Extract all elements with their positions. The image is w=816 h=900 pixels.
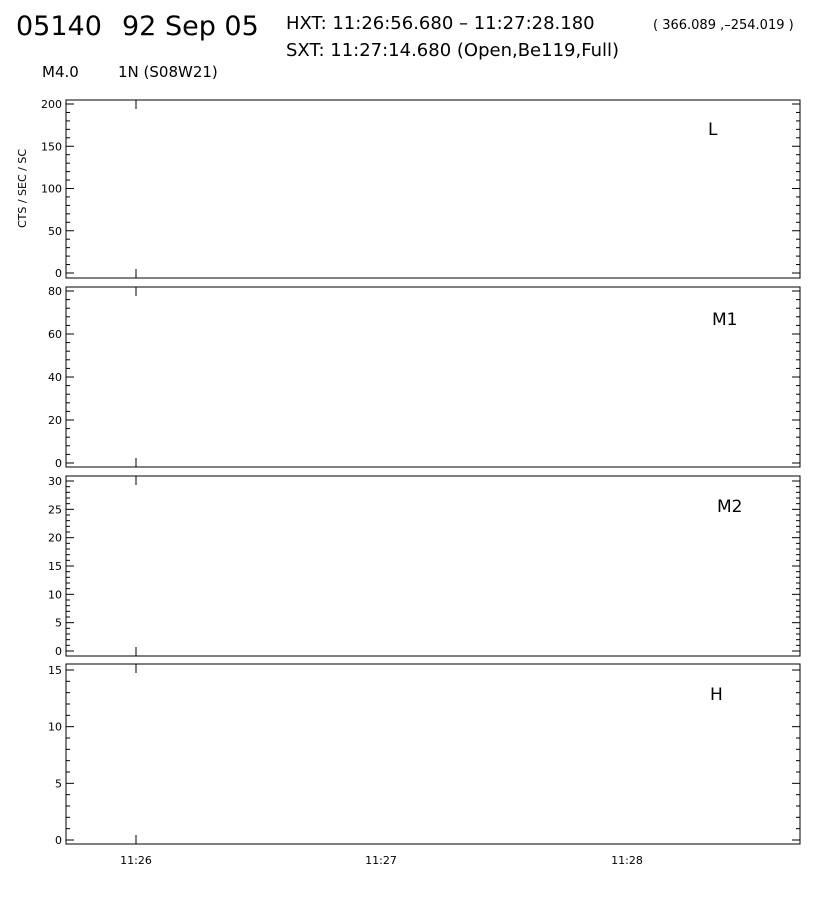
y-tick-label: 50 <box>48 225 62 238</box>
y-axis-label: CTS / SEC / SC <box>16 149 29 228</box>
flare-location: 1N (S08W21) <box>118 63 218 81</box>
channel-label: M2 <box>717 497 742 517</box>
y-tick-label: 150 <box>41 140 62 153</box>
panel-frame <box>65 475 801 657</box>
y-tick-label: 0 <box>55 834 62 847</box>
goes-class: M4.0 <box>42 63 79 81</box>
y-tick-label: 10 <box>48 588 62 601</box>
hxt-coordinates: ( 366.089 ,–254.019 ) <box>653 18 794 33</box>
y-tick-label: 10 <box>48 721 62 734</box>
y-tick-label: 60 <box>48 328 62 341</box>
x-tick-label: 11:26 <box>120 854 152 867</box>
hxt-time-range: HXT: 11:26:56.680 – 11:27:28.180 <box>286 13 595 34</box>
x-tick-label: 11:28 <box>611 854 643 867</box>
panel-frame <box>65 99 801 279</box>
y-tick-label: 100 <box>41 183 62 196</box>
y-tick-label: 15 <box>48 664 62 677</box>
observation-date: 92 Sep 05 <box>122 11 259 42</box>
panel-frame <box>65 286 801 468</box>
y-tick-label: 40 <box>48 371 62 384</box>
panel-frame <box>65 663 801 845</box>
y-tick-label: 20 <box>48 414 62 427</box>
event-id: 05140 <box>16 11 102 42</box>
y-tick-label: 0 <box>55 645 62 658</box>
y-tick-label: 200 <box>41 98 62 111</box>
channel-label: H <box>710 685 723 705</box>
y-tick-label: 5 <box>55 777 62 790</box>
y-tick-label: 0 <box>55 267 62 280</box>
y-tick-label: 80 <box>48 285 62 298</box>
y-tick-label: 0 <box>55 457 62 470</box>
y-tick-label: 20 <box>48 532 62 545</box>
x-tick-label: 11:27 <box>365 854 397 867</box>
channel-label: L <box>708 120 718 140</box>
sxt-time-filter: SXT: 11:27:14.680 (Open,Be119,Full) <box>286 40 620 61</box>
y-tick-label: 5 <box>55 617 62 630</box>
y-tick-label: 25 <box>48 503 62 516</box>
y-tick-label: 30 <box>48 475 62 488</box>
channel-label: M1 <box>712 310 737 330</box>
y-tick-label: 15 <box>48 560 62 573</box>
